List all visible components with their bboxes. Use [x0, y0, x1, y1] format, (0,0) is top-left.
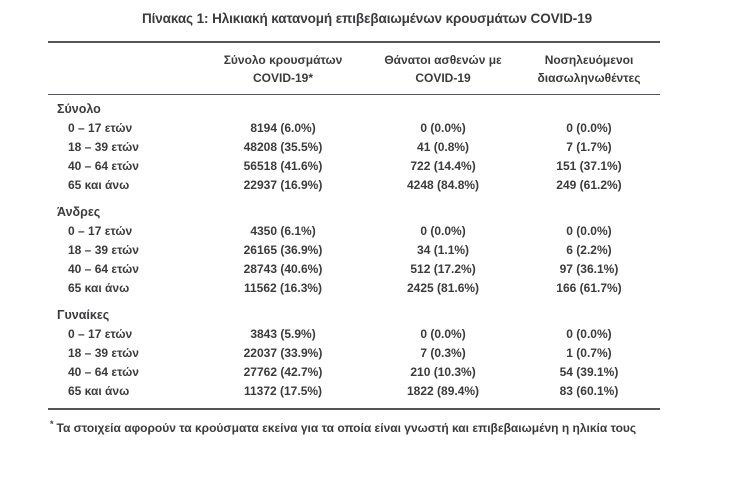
table-row: 65 και άνω 11562 (16.3%) 2425 (81.6%) 166 (…: [48, 279, 660, 298]
deaths-cell: 722 (14.4%): [410, 159, 476, 173]
table-row: 65 και άνω 11372 (17.5%) 1822 (89.4%) 83 (6…: [48, 382, 660, 401]
deaths-cell: 0 (0.0%): [420, 224, 466, 238]
table-row: 0 – 17 ετών 8194 (6.0%) 0 (0.0%) 0 (0.0%): [48, 119, 660, 138]
age-group-label: 40 – 64 ετών: [68, 365, 139, 379]
intubated-cell: 97 (36.1%): [559, 262, 619, 276]
header-empty-cell: [48, 51, 198, 87]
deaths-cell: 7 (0.3%): [420, 346, 466, 360]
deaths-cell: 0 (0.0%): [420, 327, 466, 341]
age-group-label: 18 – 39 ετών: [68, 243, 139, 257]
header-total-cases-line1: Σύνολο κρουσμάτων: [223, 53, 343, 67]
age-group-label: 18 – 39 ετών: [68, 140, 139, 154]
deaths-cell: 1822 (89.4%): [407, 384, 480, 398]
age-group-label: 40 – 64 ετών: [68, 262, 139, 276]
table-footnote: * Τα στοιχεία αφορούν τα κρούσματα εκείνα…: [48, 416, 660, 436]
table-row: 40 – 64 ετών 56518 (41.6%) 722 (14.4%) 151 …: [48, 157, 660, 176]
total-cases-cell: 4350 (6.1%): [250, 224, 316, 238]
age-group-label: 65 και άνω: [68, 281, 130, 295]
document-page: Πίνακας 1: Ηλικιακή κατανομή επιβεβαιωμέ…: [0, 11, 734, 436]
table-row: 0 – 17 ετών 4350 (6.1%) 0 (0.0%) 0 (0.0%): [48, 222, 660, 241]
table-row: 40 – 64 ετών 28743 (40.6%) 512 (17.2%) 97 (…: [48, 260, 660, 279]
header-deaths-line2: COVID-19: [415, 71, 471, 85]
deaths-cell: 41 (0.8%): [417, 140, 470, 154]
empty-cell: [368, 306, 518, 325]
intubated-cell: 54 (39.1%): [559, 365, 619, 379]
intubated-cell: 0 (0.0%): [566, 121, 612, 135]
empty-cell: [198, 306, 368, 325]
empty-cell: [368, 203, 518, 222]
header-intubated: Νοσηλευόμενοι διασωληνωθέντες: [518, 51, 660, 87]
intubated-cell: 83 (60.1%): [559, 384, 619, 398]
covid-age-table: Σύνολο κρουσμάτων COVID-19* Θάνατοι ασθε…: [48, 41, 660, 436]
table-body: Σύνολο 0 – 17 ετών 8194 (6.0%) 0 (0.0%) 0 (0…: [48, 95, 660, 408]
total-cases-cell: 22937 (16.9%): [243, 178, 323, 192]
table-row: 18 – 39 ετών 22037 (33.9%) 7 (0.3%) 1 (0.7%…: [48, 344, 660, 363]
total-cases-cell: 11372 (17.5%): [243, 384, 323, 398]
section-header-row: Σύνολο: [48, 98, 660, 119]
section-label: Άνδρες: [57, 205, 101, 219]
section-label: Σύνολο: [57, 102, 101, 116]
table-row: 18 – 39 ετών 48208 (35.5%) 41 (0.8%) 7 (1.7…: [48, 138, 660, 157]
intubated-cell: 166 (61.7%): [556, 281, 622, 295]
section-header-row: Άνδρες: [48, 195, 660, 222]
deaths-cell: 4248 (84.8%): [407, 178, 480, 192]
table-title: Πίνακας 1: Ηλικιακή κατανομή επιβεβαιωμέ…: [141, 11, 593, 26]
footnote-text: Τα στοιχεία αφορούν τα κρούσματα εκείνα …: [56, 421, 637, 435]
header-total-cases-line2: COVID-19*: [252, 71, 314, 85]
total-cases-cell: 28743 (40.6%): [243, 262, 323, 276]
header-intubated-line1: Νοσηλευόμενοι: [544, 53, 634, 67]
header-deaths: Θάνατοι ασθενών με COVID-19: [368, 51, 518, 87]
empty-cell: [518, 203, 660, 222]
total-cases-cell: 48208 (35.5%): [243, 140, 323, 154]
empty-cell: [518, 100, 660, 119]
total-cases-cell: 11562 (16.3%): [243, 281, 323, 295]
section-header-row: Γυναίκες: [48, 298, 660, 325]
age-group-label: 0 – 17 ετών: [68, 121, 133, 135]
age-group-label: 0 – 17 ετών: [68, 224, 133, 238]
total-cases-cell: 26165 (36.9%): [243, 243, 323, 257]
age-group-label: 65 και άνω: [68, 178, 130, 192]
table: Σύνολο κρουσμάτων COVID-19* Θάνατοι ασθε…: [48, 41, 660, 410]
total-cases-cell: 3843 (5.9%): [250, 327, 316, 341]
total-cases-cell: 22037 (33.9%): [243, 346, 323, 360]
header-deaths-line1: Θάνατοι ασθενών με: [384, 53, 502, 67]
intubated-cell: 7 (1.7%): [566, 140, 612, 154]
deaths-cell: 34 (1.1%): [417, 243, 470, 257]
header-total-cases: Σύνολο κρουσμάτων COVID-19*: [198, 51, 368, 87]
table-row: 65 και άνω 22937 (16.9%) 4248 (84.8%) 249 (…: [48, 176, 660, 195]
intubated-cell: 1 (0.7%): [566, 346, 612, 360]
empty-cell: [518, 306, 660, 325]
total-cases-cell: 56518 (41.6%): [243, 159, 323, 173]
table-row: 0 – 17 ετών 3843 (5.9%) 0 (0.0%) 0 (0.0%): [48, 325, 660, 344]
header-intubated-line2: διασωληνωθέντες: [537, 71, 641, 85]
age-group-label: 18 – 39 ετών: [68, 346, 139, 360]
intubated-cell: 0 (0.0%): [566, 327, 612, 341]
age-group-label: 65 και άνω: [68, 384, 130, 398]
empty-cell: [368, 100, 518, 119]
intubated-cell: 249 (61.2%): [556, 178, 622, 192]
section-label: Γυναίκες: [57, 308, 110, 322]
empty-cell: [198, 100, 368, 119]
deaths-cell: 210 (10.3%): [410, 365, 476, 379]
age-group-label: 40 – 64 ετών: [68, 159, 139, 173]
intubated-cell: 6 (2.2%): [566, 243, 612, 257]
footnote-marker: *: [50, 419, 54, 429]
total-cases-cell: 8194 (6.0%): [250, 121, 316, 135]
intubated-cell: 151 (37.1%): [556, 159, 622, 173]
table-row: 40 – 64 ετών 27762 (42.7%) 210 (10.3%) 54 (…: [48, 363, 660, 382]
total-cases-cell: 27762 (42.7%): [243, 365, 323, 379]
table-row: 18 – 39 ετών 26165 (36.9%) 34 (1.1%) 6 (2.2…: [48, 241, 660, 260]
deaths-cell: 0 (0.0%): [420, 121, 466, 135]
empty-cell: [198, 203, 368, 222]
intubated-cell: 0 (0.0%): [566, 224, 612, 238]
deaths-cell: 2425 (81.6%): [407, 281, 480, 295]
table-header-row: Σύνολο κρουσμάτων COVID-19* Θάνατοι ασθε…: [48, 43, 660, 95]
deaths-cell: 512 (17.2%): [410, 262, 476, 276]
age-group-label: 0 – 17 ετών: [68, 327, 133, 341]
